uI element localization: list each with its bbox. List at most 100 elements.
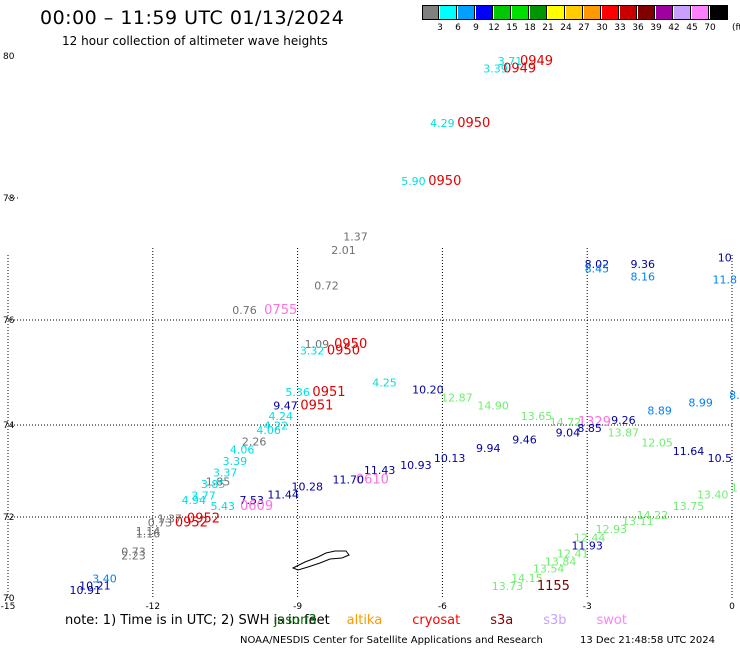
wave-height-label: 13.73: [492, 580, 524, 593]
scale-frame: [422, 5, 728, 20]
wave-height-label: 11.8: [713, 273, 738, 286]
wave-height-label: 3.77: [191, 490, 216, 503]
wave-height-label: 10.93: [400, 459, 432, 472]
longitude-label: -3: [583, 602, 592, 612]
wave-height-label: 3.39: [483, 62, 508, 75]
wave-height-label: 3.40: [92, 573, 117, 586]
wave-height-label: 9.46: [512, 433, 537, 446]
scale-swatch: [620, 5, 637, 19]
wave-height-label: 1: [731, 482, 738, 495]
note-text: note: 1) Time is in UTC; 2) SWH is in fe…: [65, 613, 330, 628]
wave-height-label: 14.15: [511, 572, 543, 585]
scale-tick-label: 30: [596, 23, 608, 33]
wave-height-label: 3.39: [223, 455, 248, 468]
wave-height-label: 13.84: [545, 556, 577, 569]
scale-swatch: [674, 5, 691, 19]
scale-swatch: [458, 5, 475, 19]
scale-tick-label: 39: [650, 23, 662, 33]
pass-time-label: 0952: [187, 511, 220, 526]
latitude-label: 76: [3, 316, 15, 326]
scale-swatch: [494, 5, 511, 19]
wave-height-label: 2.26: [242, 436, 267, 449]
longitude-label: -12: [145, 602, 160, 612]
wave-height-label: 13.40: [697, 489, 729, 502]
wave-height-label: 0.73: [148, 516, 173, 529]
wave-height-label: 9.26: [611, 414, 636, 427]
pass-time-label: 0610: [356, 472, 389, 487]
pass-time-label: 0950: [457, 116, 490, 131]
pass-time-label: 0951: [300, 398, 333, 413]
scale-tick-label: 18: [524, 23, 536, 33]
wave-height-label: 11.64: [673, 445, 705, 458]
wave-height-label: 14.90: [477, 399, 509, 412]
wave-height-label: 8.02: [585, 258, 610, 271]
pass-time-label: 1329: [578, 415, 611, 430]
wave-height-label: 5.43: [211, 500, 236, 513]
scale-swatch: [512, 5, 529, 19]
wave-height-label: 5.36: [285, 386, 310, 399]
wave-height-label: 1.14: [136, 525, 161, 538]
wave-height-label: 14.22: [637, 509, 669, 522]
wave-height-label: 3.37: [213, 467, 238, 480]
wave-height-label: 0.72: [314, 280, 339, 293]
wave-height-label: 10.5: [708, 452, 733, 465]
island-outline: [291, 550, 350, 571]
wave-height-label: 10: [718, 251, 732, 264]
map-subtitle: 12 hour collection of altimeter wave hei…: [62, 34, 328, 48]
wave-height-label: 3.71: [498, 55, 523, 68]
satellite-cryosat: cryosat: [412, 613, 461, 628]
scale-swatch: [710, 5, 727, 19]
wave-height-label: 8.16: [630, 270, 655, 283]
wave-height-label: 14.72: [550, 416, 582, 429]
scale-swatch: [566, 5, 583, 19]
satellite-swot: swot: [596, 613, 627, 628]
latitude-label: 78: [3, 194, 15, 204]
scale-swatch: [602, 5, 619, 19]
wave-height-label: 8.85: [577, 422, 602, 435]
wave-height-label: 1.37: [157, 512, 182, 525]
scale-swatch: [638, 5, 655, 19]
scale-swatch: [530, 5, 547, 19]
wave-height-label: 13.87: [608, 427, 640, 440]
wave-height-label: 13.65: [521, 410, 553, 423]
wave-height-label: 3.32: [300, 345, 325, 358]
wave-height-label: 9.04: [556, 427, 581, 440]
scale-unit: (ft): [732, 23, 740, 33]
scale-tick-label: 33: [614, 23, 626, 33]
pass-time-label: 0950: [327, 344, 360, 359]
scale-swatch: [440, 5, 457, 19]
longitude-label: 0: [729, 602, 735, 612]
scale-swatch: [476, 5, 493, 19]
scale-swatch: [422, 5, 439, 19]
map-title: 00:00 – 11:59 UTC 01/13/2024: [40, 7, 345, 29]
wave-height-label: 1.37: [343, 231, 368, 244]
wave-height-label: 8.99: [688, 397, 713, 410]
latitude-label: 72: [3, 513, 14, 523]
latitude-label: 74: [3, 421, 15, 431]
pass-time-label: 0949: [520, 54, 553, 69]
pass-time-label: 1155: [537, 579, 570, 594]
wave-height-label: 8.: [729, 389, 740, 402]
wave-height-label: 10.13: [434, 452, 466, 465]
satellite-altika: altika: [346, 613, 383, 628]
wave-height-label: 10.20: [412, 384, 444, 397]
scale-tick-label: 15: [506, 23, 518, 33]
pass-time-label: 0950: [428, 174, 461, 189]
wave-height-label: 10.91: [69, 584, 101, 597]
scale-tick-label: 12: [488, 23, 500, 33]
scale-tick-label: 36: [632, 23, 644, 33]
wave-height-label: 13.75: [673, 500, 705, 513]
longitude-label: -15: [1, 602, 16, 612]
footer-timestamp: 13 Dec 21:48:58 UTC 2024: [580, 635, 715, 646]
pass-time-label: 0609: [240, 499, 273, 514]
longitude-label: -9: [293, 602, 302, 612]
wave-height-label: 9.94: [476, 442, 501, 455]
wave-height-label: 4.06: [256, 424, 281, 437]
footer-credit: NOAA/NESDIS Center for Satellite Applica…: [240, 635, 543, 646]
wave-height-label: 4.24: [268, 410, 293, 423]
pass-time-label: 0951: [312, 385, 345, 400]
wave-height-label: 13.54: [533, 562, 565, 575]
latitude-label: 70: [3, 594, 15, 604]
wave-height-label: 8.45: [585, 262, 610, 275]
